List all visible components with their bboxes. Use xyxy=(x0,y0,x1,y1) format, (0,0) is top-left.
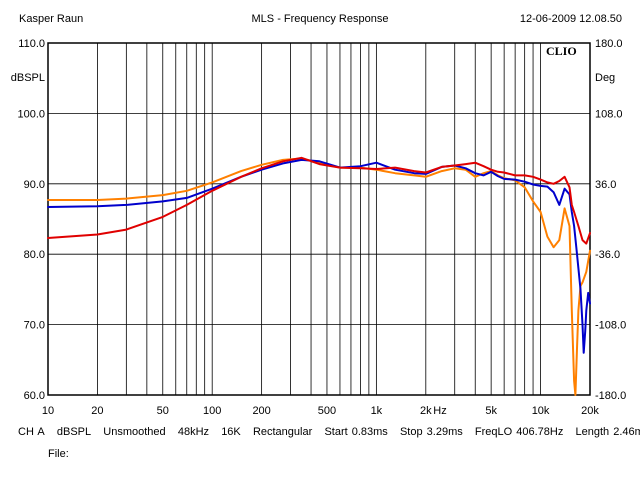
x-tick-label: 1k xyxy=(371,405,383,417)
x-tick-label: 200 xyxy=(252,405,270,417)
x-tick-label: 20k xyxy=(581,405,599,417)
x-tick-label: 10k xyxy=(532,405,550,417)
y2-axis-label: Deg xyxy=(595,72,615,84)
chart-title: MLS - Frequency Response xyxy=(251,13,389,25)
x-tick-label: 500 xyxy=(318,405,336,417)
series-line-1 xyxy=(47,157,591,396)
x-tick-label: 50 xyxy=(157,405,169,417)
stop-label: Stop 3.29ms xyxy=(399,426,463,438)
y2-tick-label: 180.0 xyxy=(595,38,623,50)
start-label: Start 0.83ms xyxy=(324,426,388,438)
file-label: File: xyxy=(48,448,69,460)
series-line-2 xyxy=(47,158,591,354)
freqlo-label: FreqLO 406.78Hz xyxy=(474,426,564,438)
y2-tick-label: 36.0 xyxy=(595,179,616,191)
settings-line: CH A dBSPL Unsmoothed 48kHz 16K Rectangu… xyxy=(18,426,640,438)
y-tick-label: 110.0 xyxy=(18,38,45,50)
channel-label: CH A xyxy=(18,426,45,438)
x-tick-label: 10 xyxy=(42,405,54,417)
timestamp-label: 12-06-2009 12.08.50 xyxy=(519,13,622,25)
y2-tick-label: -36.0 xyxy=(595,249,620,261)
unit-label: dBSPL xyxy=(56,426,92,438)
y-tick-label: 90.0 xyxy=(24,179,45,191)
y2-tick-label: -180.0 xyxy=(595,390,626,402)
author-label: Kasper Raun xyxy=(19,13,84,25)
length-label: Length 2.46ms xyxy=(575,426,640,438)
y-tick-label: 100.0 xyxy=(17,108,45,120)
series-group xyxy=(47,156,591,396)
x-tick-label: 2k xyxy=(420,405,432,417)
axis-labels: 110.0 100.0 90.0 80.0 70.0 60.0 180.0 108.0 36.0… xyxy=(11,38,626,417)
x-tick-label: 5k xyxy=(485,405,497,417)
grid xyxy=(47,42,591,396)
x-axis-label: Hz xyxy=(433,405,446,417)
y-axis-label: dBSPL xyxy=(11,72,45,84)
x-tick-label: 20 xyxy=(91,405,103,417)
x-tick-label: 100 xyxy=(203,405,221,417)
series-line-3 xyxy=(47,156,591,245)
sample-rate-label: 48kHz xyxy=(177,426,210,438)
y-tick-label: 80.0 xyxy=(24,249,45,261)
y2-tick-label: 108.0 xyxy=(595,108,623,120)
y-tick-label: 70.0 xyxy=(24,320,45,332)
y2-tick-label: -108.0 xyxy=(595,320,626,332)
size-label: 16K xyxy=(221,426,241,438)
plot-frame xyxy=(47,42,591,396)
window-label: Rectangular xyxy=(252,426,313,438)
y-tick-label: 60.0 xyxy=(24,390,45,402)
smoothing-label: Unsmoothed xyxy=(103,426,166,438)
clio-brand-logo: CLIO xyxy=(546,44,577,58)
